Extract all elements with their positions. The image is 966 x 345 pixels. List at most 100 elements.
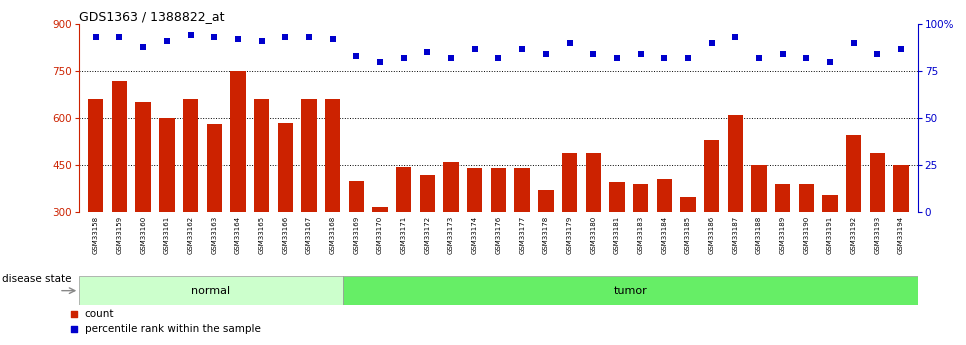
Bar	[135, 102, 151, 212]
Bar	[159, 118, 175, 212]
Bar	[869, 152, 885, 212]
Bar	[349, 181, 364, 212]
Bar	[468, 168, 482, 212]
Point	[254, 38, 270, 44]
Bar	[704, 140, 720, 212]
Text: GSM33174: GSM33174	[471, 216, 478, 254]
Bar	[277, 123, 293, 212]
Bar	[343, 276, 918, 305]
Text: GSM33193: GSM33193	[874, 216, 880, 254]
Point	[88, 34, 103, 40]
Text: tumor: tumor	[613, 286, 647, 296]
Bar	[775, 184, 790, 212]
Bar	[419, 175, 435, 212]
Bar	[491, 168, 506, 212]
Text: percentile rank within the sample: percentile rank within the sample	[85, 324, 261, 334]
Bar	[610, 183, 625, 212]
Text: GSM33165: GSM33165	[259, 216, 265, 254]
Text: GSM33177: GSM33177	[519, 216, 526, 254]
Point	[799, 55, 814, 61]
Bar	[752, 165, 767, 212]
Text: GSM33184: GSM33184	[662, 216, 668, 254]
Point	[230, 37, 245, 42]
Bar	[183, 99, 198, 212]
Text: GSM33186: GSM33186	[709, 216, 715, 254]
Bar	[112, 80, 128, 212]
Point	[894, 46, 909, 51]
Bar	[79, 276, 343, 305]
Text: GSM33162: GSM33162	[187, 216, 193, 254]
Point	[727, 34, 743, 40]
Point	[66, 326, 82, 332]
Bar	[680, 197, 696, 212]
Text: GSM33168: GSM33168	[329, 216, 335, 254]
Bar	[538, 190, 554, 212]
Point	[349, 53, 364, 59]
Point	[680, 55, 696, 61]
Text: GSM33170: GSM33170	[377, 216, 384, 254]
Text: GSM33166: GSM33166	[282, 216, 288, 254]
Bar	[301, 99, 317, 212]
Point	[822, 59, 838, 65]
Point	[610, 55, 625, 61]
Point	[562, 40, 578, 46]
Point	[704, 40, 720, 46]
Point	[277, 34, 293, 40]
Text: GSM33179: GSM33179	[566, 216, 573, 254]
Text: GSM33172: GSM33172	[424, 216, 431, 254]
Text: GSM33167: GSM33167	[306, 216, 312, 254]
Bar	[799, 184, 814, 212]
Text: GSM33191: GSM33191	[827, 216, 833, 254]
Point	[585, 51, 601, 57]
Text: GSM33171: GSM33171	[401, 216, 407, 254]
Text: GSM33164: GSM33164	[235, 216, 241, 254]
Text: count: count	[85, 309, 114, 319]
Text: GSM33173: GSM33173	[448, 216, 454, 254]
Bar	[727, 115, 743, 212]
Bar	[846, 135, 862, 212]
Bar	[515, 168, 529, 212]
Bar	[562, 152, 578, 212]
Point	[633, 51, 648, 57]
Text: GSM33178: GSM33178	[543, 216, 549, 254]
Text: GSM33181: GSM33181	[613, 216, 620, 254]
Bar	[585, 152, 601, 212]
Point	[846, 40, 862, 46]
Point	[301, 34, 317, 40]
Text: GSM33183: GSM33183	[638, 216, 643, 254]
Text: GSM33180: GSM33180	[590, 216, 596, 254]
Bar	[254, 99, 270, 212]
Bar	[443, 162, 459, 212]
Bar	[657, 179, 672, 212]
Point	[752, 55, 767, 61]
Text: GSM33194: GSM33194	[898, 216, 904, 254]
Text: GSM33163: GSM33163	[212, 216, 217, 254]
Bar	[894, 165, 909, 212]
Point	[775, 51, 790, 57]
Text: GSM33160: GSM33160	[140, 216, 146, 254]
Bar	[633, 184, 648, 212]
Point	[66, 312, 82, 317]
Bar	[207, 125, 222, 212]
Point	[491, 55, 506, 61]
Text: GSM33176: GSM33176	[496, 216, 501, 254]
Point	[419, 50, 435, 55]
Bar	[88, 99, 103, 212]
Point	[657, 55, 672, 61]
Text: GSM33192: GSM33192	[851, 216, 857, 254]
Point	[183, 33, 198, 38]
Point	[467, 46, 482, 51]
Text: GSM33158: GSM33158	[93, 216, 99, 254]
Text: GSM33159: GSM33159	[117, 216, 123, 254]
Point	[443, 55, 459, 61]
Text: GSM33187: GSM33187	[732, 216, 738, 254]
Bar	[396, 167, 412, 212]
Bar	[325, 99, 340, 212]
Bar	[372, 207, 387, 212]
Text: normal: normal	[191, 286, 231, 296]
Text: GSM33188: GSM33188	[756, 216, 762, 254]
Text: GSM33169: GSM33169	[354, 216, 359, 254]
Bar	[822, 195, 838, 212]
Point	[159, 38, 175, 44]
Text: disease state: disease state	[2, 274, 71, 284]
